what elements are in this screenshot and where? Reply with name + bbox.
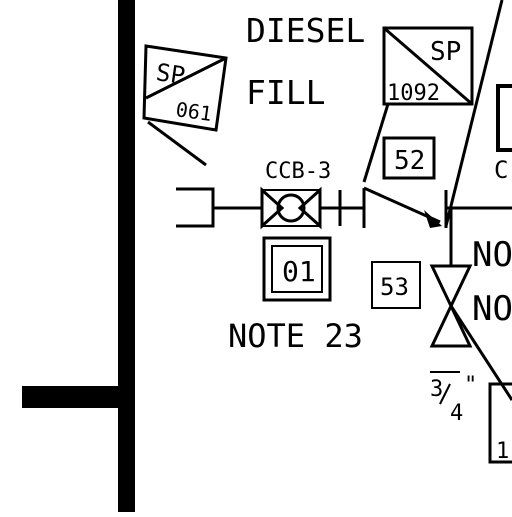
size-numerator: 3 [430, 377, 443, 402]
box-01-inner [271, 245, 323, 293]
edge-c-label: C [494, 156, 508, 184]
sp-tag-061-top: SP [154, 58, 187, 90]
sp-tag-1092-top: SP [430, 37, 461, 67]
main-vertical-pipe [118, 0, 135, 512]
box-01-outer [262, 236, 332, 302]
size-inch-mark: " [464, 373, 477, 398]
box-01-label: 01 [282, 255, 316, 288]
sp-tag-061-bottom: 061 [174, 97, 213, 126]
box-53-label: 53 [380, 273, 409, 301]
edge-box-top [496, 84, 512, 152]
note-right-1: NO [472, 235, 512, 275]
sp-tag-1092-bottom: 1092 [387, 81, 440, 106]
gate-valve-icon [429, 264, 473, 348]
edge-1-label: 1( [496, 439, 512, 464]
valve-tag-label: CCB-3 [265, 159, 331, 184]
box-52-label: 52 [394, 146, 425, 176]
check-valve-icon [362, 186, 448, 228]
left-branch-pipe [22, 386, 126, 408]
size-denominator: 4 [450, 401, 463, 426]
leader-line [444, 0, 504, 227]
note-23-label: NOTE 23 [228, 317, 363, 355]
sp-tag-061: SP 061 [142, 44, 228, 167]
sp-tag-1092: SP 1092 [362, 26, 474, 183]
size-fraction-slash [439, 383, 451, 405]
fill-label: FILL [246, 73, 325, 112]
note-right-2: NO [472, 289, 512, 329]
box-53 [371, 261, 421, 309]
ball-valve-icon [260, 186, 342, 230]
edge-box-bottom [488, 382, 512, 464]
pipe-end-cap [176, 187, 215, 228]
diesel-label: DIESEL [246, 11, 365, 50]
box-52 [382, 136, 436, 180]
